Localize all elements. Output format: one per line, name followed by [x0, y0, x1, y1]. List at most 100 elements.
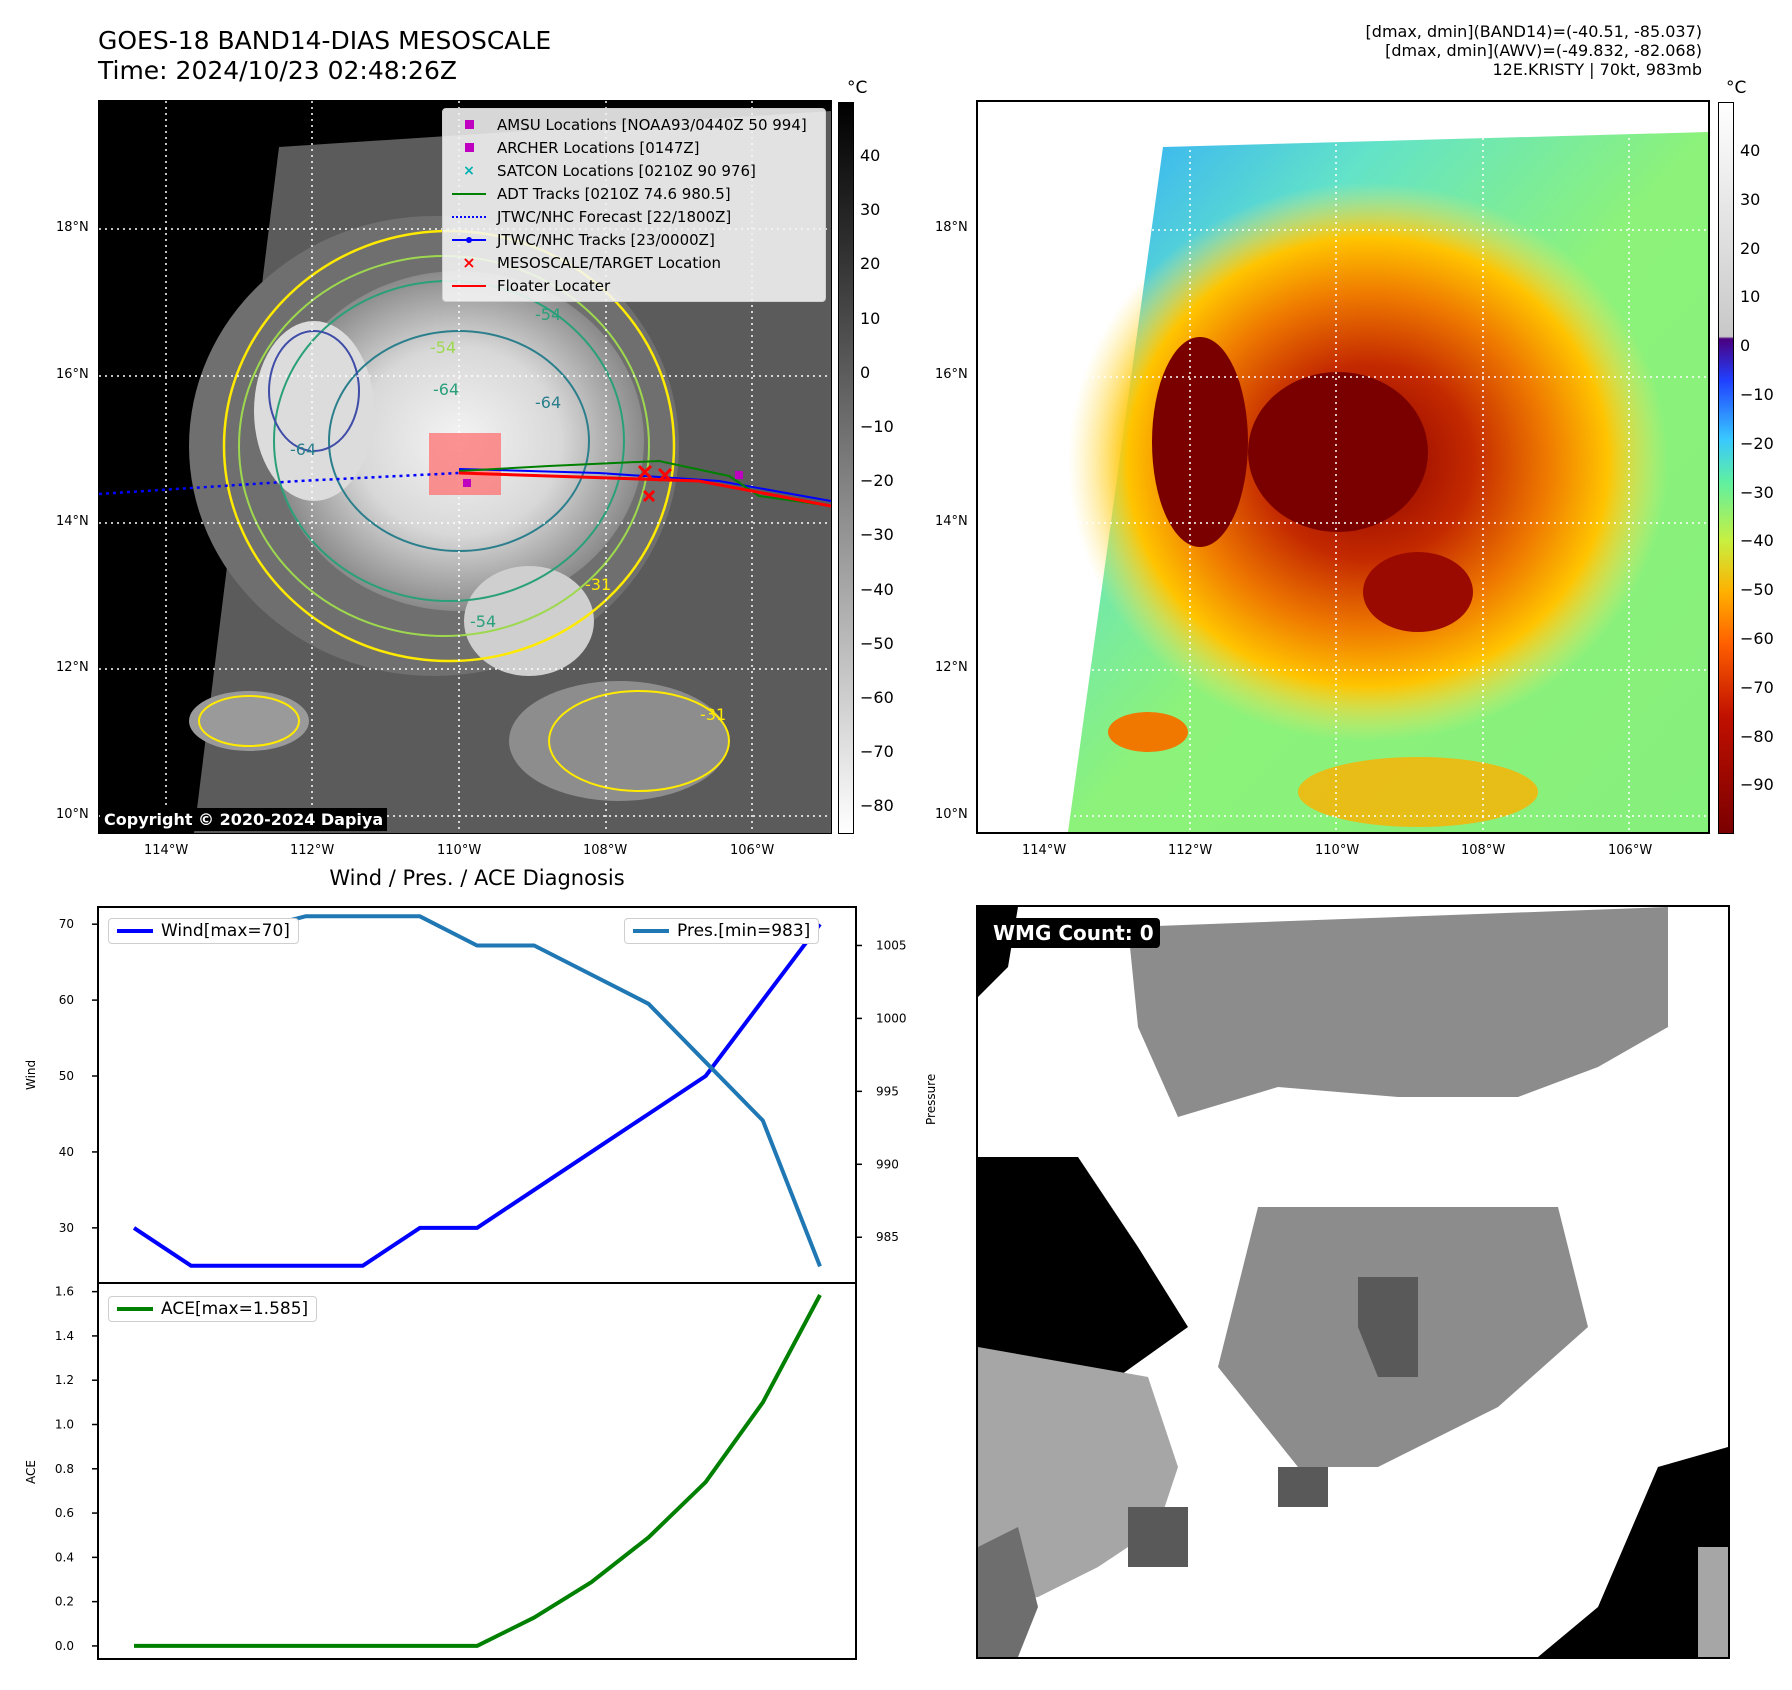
colorbar-tick-label: −30: [1740, 482, 1774, 502]
colorbar-tick-label: −40: [1740, 531, 1774, 551]
legend-item-archer: ARCHER Locations [0147Z]: [449, 136, 819, 159]
lon-label: 110°W: [1315, 843, 1360, 858]
colorbar-unit: °C: [847, 78, 868, 98]
wind-legend: Wind[max=70]: [108, 918, 299, 944]
colorbar-tick-label: 0: [860, 362, 871, 382]
legend-item-amsu: AMSU Locations [NOAA93/0440Z 50 994]: [449, 113, 819, 136]
pressure-axis-tick-label: 1005: [876, 938, 907, 952]
red-line-icon: [449, 276, 489, 296]
title-line-1: GOES-18 BAND14-DIAS MESOSCALE: [98, 26, 552, 55]
colorbar-tick-label: 20: [860, 254, 881, 274]
lat-label: 16°N: [935, 367, 968, 382]
pressure-axis-tick-label: 985: [876, 1230, 899, 1244]
magenta-square-icon: [449, 138, 489, 158]
adt-track: [458, 459, 831, 507]
wind-line: [132, 922, 822, 1268]
blue-dotted-line-icon: [449, 207, 489, 227]
magenta-square-icon: [449, 115, 489, 135]
green-line-icon: [449, 184, 489, 204]
colorbar-tick-label: −40: [860, 579, 894, 599]
pressure-axis-label: Pressure: [924, 1073, 938, 1125]
color-colorbar: [1718, 102, 1734, 834]
wind-axis-tick-label: 70: [59, 917, 74, 931]
contour-label: -64: [535, 393, 562, 412]
colorbar-tick-label: 0: [1740, 336, 1751, 356]
colorbar-tick-label: −30: [860, 525, 894, 545]
wmg-panel: [976, 905, 1730, 1659]
colorbar-tick-label: 20: [1740, 238, 1761, 258]
wind-axis-label: Wind: [24, 1059, 38, 1090]
ace-axis-tick-label: 1.4: [55, 1329, 74, 1343]
color-map-svg: [978, 102, 1708, 832]
colorbar-tick-label: −70: [1740, 677, 1774, 697]
legend-item-forecast: JTWC/NHC Forecast [22/1800Z]: [449, 205, 819, 228]
colorbar-tick-label: −10: [1740, 385, 1774, 404]
wmg-black-west: [978, 1157, 1188, 1377]
colorbar-tick-label: 30: [1740, 189, 1761, 209]
lat-label: 10°N: [935, 807, 968, 822]
pressure-axis-tick-label: 1000: [876, 1011, 907, 1025]
legend-item-tracks: JTWC/NHC Tracks [23/0000Z]: [449, 228, 819, 251]
colorbar-tick-label: −20: [860, 471, 894, 491]
ace-axis-tick-label: 0.8: [55, 1462, 74, 1476]
contour-label: -31: [585, 575, 612, 594]
lat-label: 16°N: [56, 367, 89, 382]
wind-axis-tick-label: 50: [59, 1069, 74, 1083]
ace-axis-tick-label: 1.6: [55, 1285, 74, 1299]
wmg-count-badge: WMG Count: 0: [987, 918, 1160, 948]
ace-axis-tick-label: 0.2: [55, 1595, 74, 1609]
ace-axis-tick-label: 1.0: [55, 1418, 74, 1432]
pressure-axis-tick-label: 995: [876, 1084, 899, 1098]
info-line-1: [dmax, dmin](BAND14)=(-40.51, -85.037): [1365, 22, 1702, 41]
lat-label: 18°N: [56, 220, 89, 235]
colorbar-tick-label: −80: [1740, 726, 1774, 746]
info-line-3: 12E.KRISTY | 70kt, 983mb: [1492, 60, 1703, 79]
colorbar-tick-label: −60: [860, 688, 894, 707]
colorbar-tick-label: 30: [860, 200, 881, 220]
wmg-gray-north: [1128, 907, 1668, 1117]
colorbar-tick-label: −50: [1740, 580, 1774, 600]
colorbar-tick-label: 40: [1740, 141, 1761, 160]
pressure-legend-line-icon: [633, 929, 669, 933]
wind-axis-tick-label: 60: [59, 993, 74, 1007]
pressure-legend: Pres.[min=983]: [624, 918, 820, 944]
pressure-line: [134, 914, 822, 1268]
target-markers: [637, 464, 673, 503]
legend-item-satcon: × SATCON Locations [0210Z 90 976]: [449, 159, 819, 182]
contour-label: -64: [433, 380, 460, 399]
contour-label: -54: [430, 338, 457, 357]
lon-label: 106°W: [1608, 843, 1653, 858]
diagnosis-title: Wind / Pres. / ACE Diagnosis: [329, 866, 625, 890]
colorbar-tick-label: −10: [860, 417, 894, 436]
ace-axis-tick-label: 0.6: [55, 1506, 74, 1520]
wmg-svg: [978, 907, 1728, 1657]
colorbar-unit: °C: [1726, 78, 1747, 98]
ace-axis-tick-label: 0.4: [55, 1550, 74, 1564]
ace-panel-frame: [97, 1282, 857, 1660]
lon-label: 110°W: [437, 843, 482, 858]
ace-legend-line-icon: [117, 1307, 153, 1311]
lat-label: 12°N: [56, 660, 89, 675]
colorbar-tick-label: 10: [1740, 287, 1761, 307]
wmg-dark-core: [1358, 1277, 1418, 1377]
ace-line: [134, 1294, 822, 1648]
copyright-label: Copyright © 2020-2024 Dapiya: [100, 808, 388, 831]
colorbar-tick-label: −90: [1740, 775, 1774, 795]
storm-info: [dmax, dmin](BAND14)=(-40.51, -85.037) […: [1366, 22, 1702, 79]
ace-axis-tick-label: 0.0: [55, 1639, 74, 1653]
grayscale-colorbar: [838, 102, 854, 834]
ace-legend: ACE[max=1.585]: [108, 1296, 318, 1322]
red-x-icon: ×: [462, 253, 476, 272]
lon-label: 114°W: [144, 843, 189, 858]
legend-item-adt: ADT Tracks [0210Z 74.6 980.5]: [449, 182, 819, 205]
ace-axis-label: ACE: [24, 1460, 38, 1484]
wmg-black-east: [1538, 1447, 1728, 1657]
contour-label: -54: [535, 305, 562, 324]
lon-label: 112°W: [1168, 843, 1213, 858]
contour-indigo: [268, 330, 360, 452]
legend-item-target: × MESOSCALE/TARGET Location: [449, 251, 819, 274]
lon-label: 108°W: [583, 843, 628, 858]
title-line-2: Time: 2024/10/23 02:48:26Z: [98, 56, 457, 85]
colorbar-tick-label: −70: [860, 742, 894, 762]
contour-label: -31: [700, 705, 727, 724]
